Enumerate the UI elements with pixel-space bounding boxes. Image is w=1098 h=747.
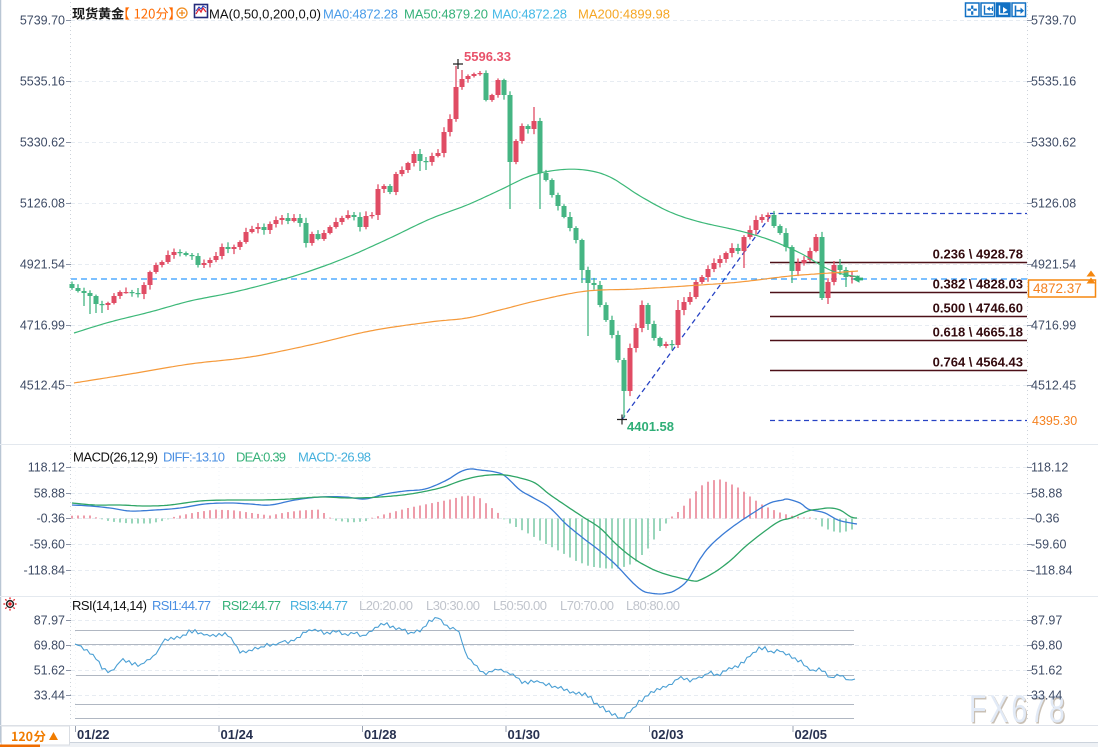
svg-text:0.236 \ 4928.78: 0.236 \ 4928.78 [933, 247, 1023, 262]
svg-text:118.12: 118.12 [28, 461, 65, 475]
svg-text:69.80: 69.80 [1031, 639, 1062, 653]
svg-text:69.80: 69.80 [34, 639, 65, 653]
svg-text:5739.70: 5739.70 [1031, 14, 1076, 28]
svg-text:4921.54: 4921.54 [1031, 258, 1076, 272]
svg-text:5330.62: 5330.62 [20, 136, 65, 150]
svg-text:02/05: 02/05 [795, 727, 828, 742]
svg-text:L70:70.00: L70:70.00 [560, 598, 614, 613]
svg-text:51.62: 51.62 [34, 664, 65, 678]
svg-text:5535.16: 5535.16 [1031, 75, 1076, 89]
svg-text:DEA:0.39: DEA:0.39 [236, 450, 286, 465]
svg-text:5126.08: 5126.08 [20, 197, 65, 211]
svg-text:RSI3:44.77: RSI3:44.77 [290, 598, 348, 613]
svg-text:87.97: 87.97 [34, 614, 65, 628]
svg-text:MA200:4899.98: MA200:4899.98 [578, 7, 670, 22]
svg-text:4512.45: 4512.45 [1031, 379, 1076, 393]
svg-text:-0.36: -0.36 [37, 512, 66, 526]
svg-text:5126.08: 5126.08 [1031, 197, 1076, 211]
svg-text:4401.58: 4401.58 [627, 419, 674, 434]
svg-text:L20:20.00: L20:20.00 [359, 598, 413, 613]
svg-text:0.764 \ 4564.43: 0.764 \ 4564.43 [933, 355, 1023, 370]
svg-text:RSI2:44.77: RSI2:44.77 [222, 598, 281, 613]
svg-text:5596.33: 5596.33 [464, 49, 511, 64]
svg-text:01/28: 01/28 [364, 727, 397, 742]
svg-text:4921.54: 4921.54 [20, 258, 65, 272]
svg-text:L30:30.00: L30:30.00 [426, 598, 480, 613]
svg-text:02/03: 02/03 [651, 727, 684, 742]
svg-text:5535.16: 5535.16 [20, 75, 65, 89]
svg-text:L50:50.00: L50:50.00 [493, 598, 547, 613]
svg-text:33.44: 33.44 [34, 689, 65, 703]
svg-text:MACD:-26.98: MACD:-26.98 [298, 450, 371, 465]
svg-text:RSI(14,14,14): RSI(14,14,14) [72, 598, 147, 613]
svg-text:-59.60: -59.60 [1031, 538, 1066, 552]
svg-text:118.12: 118.12 [1031, 461, 1068, 475]
svg-text:L80:80.00: L80:80.00 [626, 598, 680, 613]
svg-text:01/30: 01/30 [508, 727, 541, 742]
svg-text:4395.30: 4395.30 [1032, 414, 1077, 428]
svg-text:58.88: 58.88 [1031, 487, 1062, 501]
svg-text:4512.45: 4512.45 [20, 379, 65, 393]
svg-text:01/24: 01/24 [221, 727, 254, 742]
svg-text:4872.37: 4872.37 [1033, 281, 1082, 296]
svg-text:58.88: 58.88 [34, 487, 65, 501]
svg-text:5330.62: 5330.62 [1031, 136, 1076, 150]
svg-text:5739.70: 5739.70 [20, 14, 65, 28]
svg-text:DIFF:-13.10: DIFF:-13.10 [163, 450, 225, 465]
svg-text:-118.84: -118.84 [24, 564, 66, 578]
svg-text:4716.99: 4716.99 [20, 319, 65, 333]
svg-text:51.62: 51.62 [1031, 664, 1062, 678]
svg-text:MACD(26,12,9): MACD(26,12,9) [73, 450, 158, 465]
svg-text:33.44: 33.44 [1031, 689, 1062, 703]
svg-text:87.97: 87.97 [1031, 614, 1062, 628]
svg-text:MA(0,50,0,200,0,0): MA(0,50,0,200,0,0) [209, 7, 321, 22]
svg-text:0.618 \ 4665.18: 0.618 \ 4665.18 [933, 325, 1023, 340]
svg-text:-118.84: -118.84 [1031, 564, 1073, 578]
svg-text:MA50:4879.20: MA50:4879.20 [404, 7, 488, 22]
svg-text:RSI1:44.77: RSI1:44.77 [152, 598, 211, 613]
svg-text:0.500 \ 4746.60: 0.500 \ 4746.60 [933, 301, 1023, 316]
svg-text:0.382 \ 4828.03: 0.382 \ 4828.03 [933, 277, 1023, 292]
svg-text:MA0:4872.28: MA0:4872.28 [492, 7, 567, 22]
svg-text:MA0:4872.28: MA0:4872.28 [323, 7, 398, 22]
svg-text:-0.36: -0.36 [1031, 512, 1060, 526]
svg-text:01/22: 01/22 [77, 727, 110, 742]
svg-text:4716.99: 4716.99 [1031, 319, 1076, 333]
svg-text:-59.60: -59.60 [30, 538, 65, 552]
